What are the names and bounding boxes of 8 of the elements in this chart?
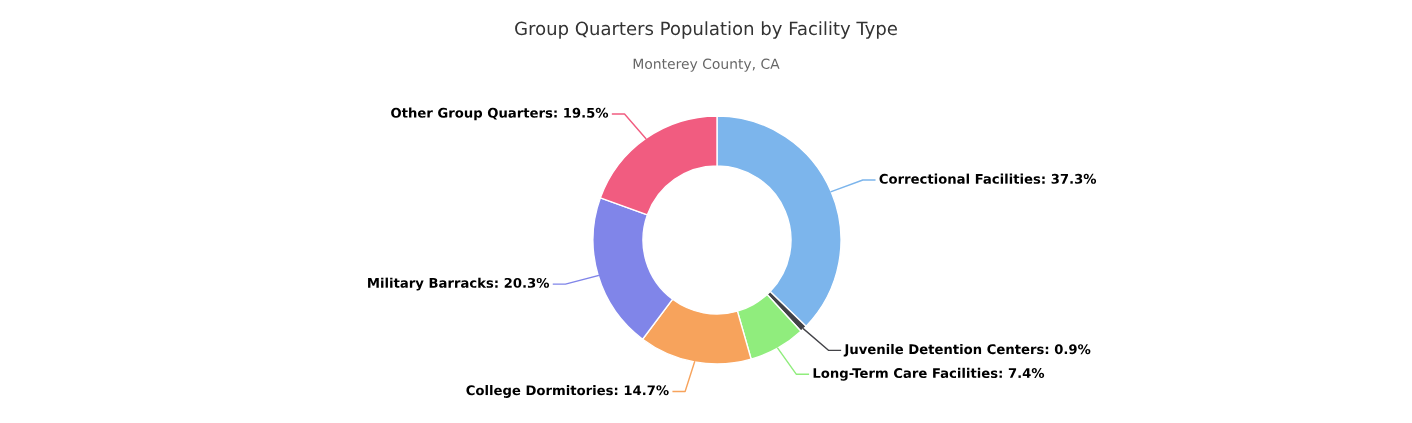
- chart-title: Group Quarters Population by Facility Type: [515, 21, 897, 39]
- slice-label: Other Group Quarters: 19.5%: [391, 107, 609, 121]
- slice-label: Juvenile Detention Centers: 0.9%: [843, 343, 1091, 357]
- slice-label: College Dormitories: 14.7%: [466, 385, 669, 398]
- chart-subtitle: Monterey County, CA: [633, 58, 780, 72]
- slice-label: Military Barracks: 20.3%: [368, 277, 550, 291]
- slice-label: Correctional Facilities: 37.3%: [879, 173, 1097, 184]
- slice-label: Long-Term Care Facilities: 7.4%: [813, 367, 1045, 381]
